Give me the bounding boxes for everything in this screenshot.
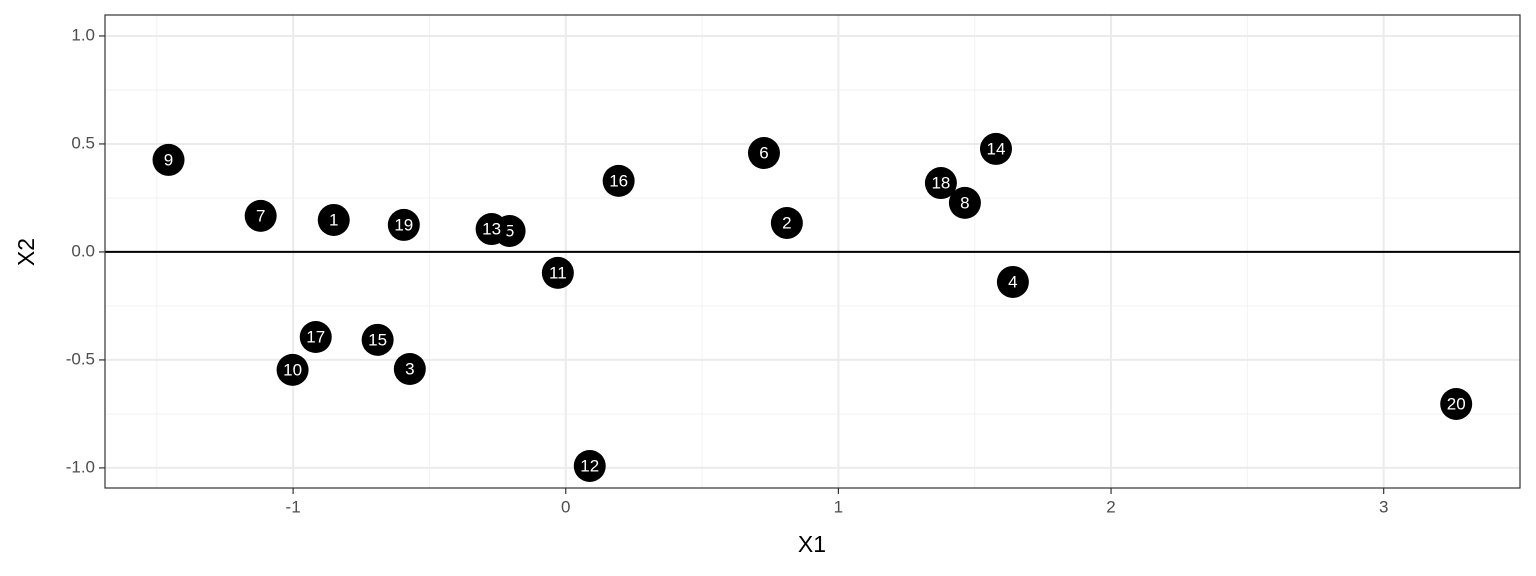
x-tick-label: 2 (1106, 497, 1115, 516)
point-label: 15 (368, 330, 387, 349)
point (924, 167, 957, 200)
point-label: 19 (394, 215, 413, 234)
y-tick-label: 0.0 (71, 241, 95, 260)
point (244, 199, 277, 232)
y-tick-label: 0.5 (71, 133, 95, 152)
point (361, 323, 394, 356)
x-tick-label: 3 (1379, 497, 1388, 516)
x-tick-label: 0 (561, 497, 570, 516)
point (948, 186, 981, 219)
point-label: 9 (164, 150, 173, 169)
point-label: 11 (549, 263, 567, 282)
point-label: 7 (256, 206, 265, 225)
point-label: 4 (1008, 272, 1017, 291)
point-label: 13 (482, 220, 501, 239)
point (979, 132, 1012, 165)
point-label: 17 (306, 328, 325, 347)
y-tick-label: -0.5 (66, 349, 95, 368)
point-label: 10 (283, 360, 302, 379)
point (996, 265, 1029, 298)
x-axis-title: X1 (798, 531, 826, 557)
point-label: 3 (405, 359, 414, 378)
point-label: 5 (505, 221, 514, 240)
y-tick-label: 1.0 (71, 25, 95, 44)
point (152, 143, 185, 176)
point-label: 16 (609, 171, 628, 190)
point-label: 2 (782, 213, 791, 232)
point (317, 203, 350, 236)
point (387, 208, 420, 241)
point (770, 206, 803, 239)
point-label: 12 (580, 456, 599, 475)
y-axis-title: X2 (13, 238, 39, 266)
point (602, 164, 635, 197)
x-tick-label: -1 (286, 497, 301, 516)
point (393, 352, 426, 385)
point (541, 256, 574, 289)
point-label: 20 (1447, 394, 1466, 413)
point (573, 449, 606, 482)
point (475, 213, 508, 246)
point-label: 14 (987, 139, 1006, 158)
point (276, 353, 309, 386)
point (299, 321, 332, 354)
point (747, 137, 780, 170)
point (1440, 387, 1473, 420)
y-tick-label: -1.0 (66, 457, 95, 476)
point-label: 1 (329, 210, 338, 229)
point-label: 6 (759, 143, 768, 162)
point-label: 8 (960, 193, 969, 212)
panel-border (104, 14, 1521, 489)
x-tick-label: 1 (834, 497, 843, 516)
point-label: 18 (931, 174, 950, 193)
